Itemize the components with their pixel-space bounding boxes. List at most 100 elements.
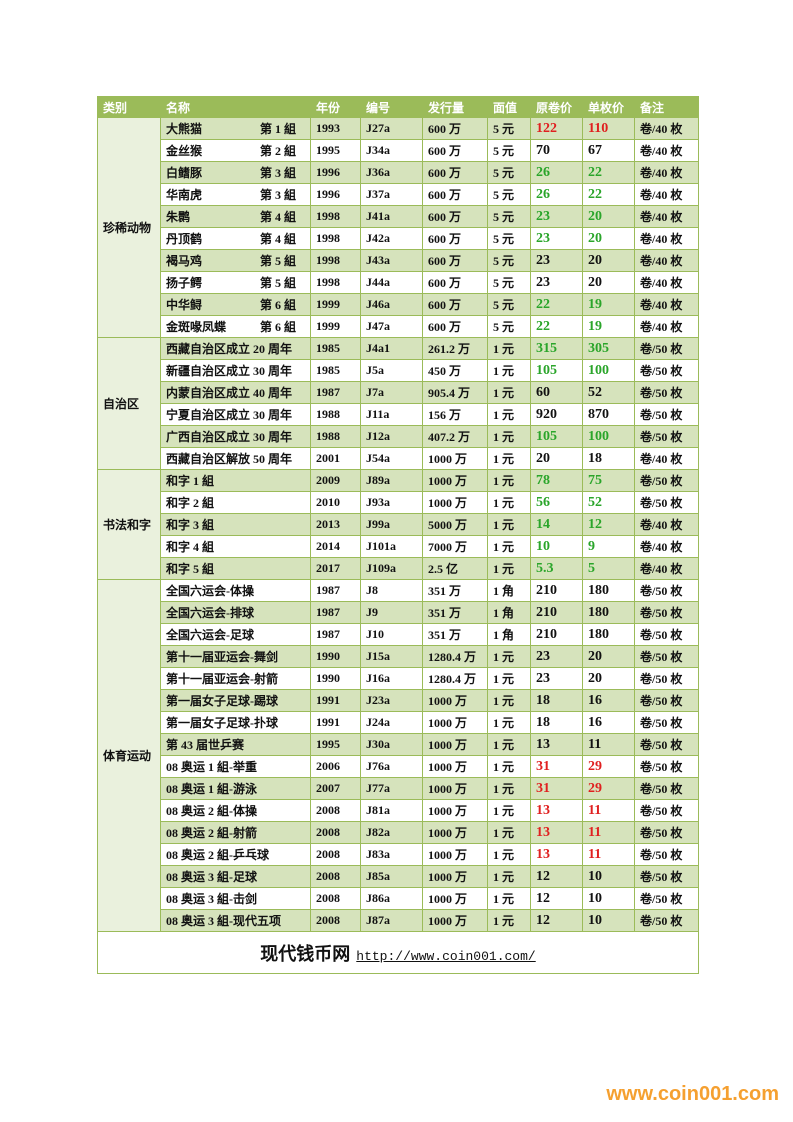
note-cell: 卷/50 枚 xyxy=(634,623,699,646)
issue-cell: 1000 万 xyxy=(422,843,488,866)
code-cell: J47a xyxy=(360,315,423,338)
code-cell: J44a xyxy=(360,271,423,294)
header-cell: 面值 xyxy=(487,96,531,118)
single-cell: 10 xyxy=(582,909,635,932)
issue-cell: 600 万 xyxy=(422,183,488,206)
issue-cell: 1280.4 万 xyxy=(422,645,488,668)
name-cell: 第十一届亚运会-射箭 xyxy=(160,667,311,690)
issue-cell: 351 万 xyxy=(422,623,488,646)
code-cell: J15a xyxy=(360,645,423,668)
item-name: 宁夏自治区成立 30 周年 xyxy=(166,408,293,422)
year-cell: 2014 xyxy=(310,535,361,558)
roll-cell: 56 xyxy=(530,491,583,514)
note-cell: 卷/50 枚 xyxy=(634,909,699,932)
issue-cell: 450 万 xyxy=(422,359,488,382)
item-name: 第一届女子足球-扑球 xyxy=(166,716,278,730)
note-cell: 卷/40 枚 xyxy=(634,205,699,228)
item-name: 第一届女子足球-踢球 xyxy=(166,694,278,708)
note-cell: 卷/40 枚 xyxy=(634,249,699,272)
name-cell: 广西自治区成立 30 周年 xyxy=(160,425,311,448)
code-cell: J42a xyxy=(360,227,423,250)
name-cell: 08 奥运 2 組-体操 xyxy=(160,799,311,822)
year-cell: 2009 xyxy=(310,469,361,492)
name-cell: 金丝猴 第 2 組 xyxy=(160,139,311,162)
year-cell: 1987 xyxy=(310,601,361,624)
name-cell: 褐马鸡 第 5 組 xyxy=(160,249,311,272)
single-cell: 20 xyxy=(582,645,635,668)
item-name: 西藏自治区成立 20 周年 xyxy=(166,342,293,356)
name-cell: 第一届女子足球-扑球 xyxy=(160,711,311,734)
item-name: 第十一届亚运会-射箭 xyxy=(166,672,278,686)
name-cell: 金斑喙凤蝶 第 6 組 xyxy=(160,315,311,338)
face-cell: 1 元 xyxy=(487,381,531,404)
item-name: 第 43 届世乒赛 xyxy=(166,738,245,752)
issue-cell: 1000 万 xyxy=(422,689,488,712)
face-cell: 1 元 xyxy=(487,887,531,910)
item-name: 和字 5 組 xyxy=(166,562,215,576)
face-cell: 5 元 xyxy=(487,293,531,316)
note-cell: 卷/50 枚 xyxy=(634,865,699,888)
code-cell: J23a xyxy=(360,689,423,712)
single-cell: 10 xyxy=(582,865,635,888)
face-cell: 5 元 xyxy=(487,205,531,228)
issue-cell: 5000 万 xyxy=(422,513,488,536)
note-cell: 卷/50 枚 xyxy=(634,755,699,778)
roll-cell: 210 xyxy=(530,579,583,602)
roll-cell: 26 xyxy=(530,183,583,206)
name-cell: 和字 4 組 xyxy=(160,535,311,558)
face-cell: 1 元 xyxy=(487,755,531,778)
roll-cell: 31 xyxy=(530,755,583,778)
group-label: 第 1 組 xyxy=(259,122,296,136)
year-cell: 1998 xyxy=(310,249,361,272)
year-cell: 1998 xyxy=(310,227,361,250)
name-cell: 08 奥运 3 組-足球 xyxy=(160,865,311,888)
note-cell: 卷/40 枚 xyxy=(634,293,699,316)
note-cell: 卷/40 枚 xyxy=(634,535,699,558)
year-cell: 1995 xyxy=(310,139,361,162)
name-cell: 08 奥运 1 組-游泳 xyxy=(160,777,311,800)
face-cell: 1 元 xyxy=(487,843,531,866)
face-cell: 5 元 xyxy=(487,249,531,272)
year-cell: 1988 xyxy=(310,403,361,426)
name-cell: 扬子鳄 第 5 組 xyxy=(160,271,311,294)
roll-cell: 23 xyxy=(530,205,583,228)
note-cell: 卷/40 枚 xyxy=(634,227,699,250)
item-name: 08 奥运 2 組-乒乓球 xyxy=(166,848,269,862)
year-cell: 2008 xyxy=(310,865,361,888)
header-cell: 年份 xyxy=(310,96,361,118)
single-cell: 305 xyxy=(582,337,635,360)
roll-cell: 13 xyxy=(530,821,583,844)
issue-cell: 1000 万 xyxy=(422,491,488,514)
single-cell: 11 xyxy=(582,799,635,822)
note-cell: 卷/50 枚 xyxy=(634,403,699,426)
name-cell: 第一届女子足球-踢球 xyxy=(160,689,311,712)
single-cell: 52 xyxy=(582,491,635,514)
code-cell: J82a xyxy=(360,821,423,844)
issue-cell: 600 万 xyxy=(422,315,488,338)
face-cell: 5 元 xyxy=(487,315,531,338)
year-cell: 2007 xyxy=(310,777,361,800)
note-cell: 卷/50 枚 xyxy=(634,425,699,448)
year-cell: 2013 xyxy=(310,513,361,536)
face-cell: 1 元 xyxy=(487,447,531,470)
name-cell: 华南虎 第 3 組 xyxy=(160,183,311,206)
year-cell: 1991 xyxy=(310,689,361,712)
note-cell: 卷/40 枚 xyxy=(634,557,699,580)
single-cell: 20 xyxy=(582,667,635,690)
roll-cell: 23 xyxy=(530,667,583,690)
issue-cell: 1280.4 万 xyxy=(422,667,488,690)
header-cell: 原卷价 xyxy=(530,96,583,118)
face-cell: 1 元 xyxy=(487,645,531,668)
name-cell: 宁夏自治区成立 30 周年 xyxy=(160,403,311,426)
item-name: 全国六运会-体操 xyxy=(166,584,254,598)
